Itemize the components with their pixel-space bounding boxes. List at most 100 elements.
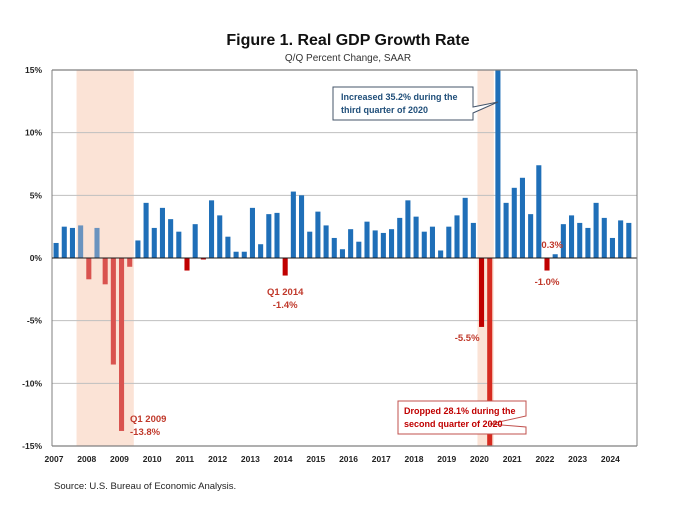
bar bbox=[266, 214, 272, 258]
callout-increase-box bbox=[332, 86, 499, 121]
bar bbox=[536, 165, 542, 258]
bar bbox=[389, 229, 395, 258]
bar bbox=[405, 200, 411, 258]
y-tick-label: -15% bbox=[22, 441, 42, 451]
bar bbox=[209, 200, 215, 258]
bar bbox=[151, 227, 157, 258]
callout-drop-text: Dropped 28.1% during the bbox=[404, 406, 516, 416]
callout-increase-text: third quarter of 2020 bbox=[341, 105, 428, 115]
bar bbox=[356, 241, 362, 258]
bar bbox=[119, 258, 125, 431]
x-tick-label: 2021 bbox=[503, 454, 522, 464]
bar bbox=[339, 249, 345, 258]
bar bbox=[364, 221, 370, 258]
bar bbox=[519, 177, 525, 258]
x-tick-label: 2014 bbox=[274, 454, 293, 464]
x-tick-label: 2018 bbox=[405, 454, 424, 464]
axes bbox=[51, 69, 638, 447]
bar bbox=[307, 231, 313, 258]
bar bbox=[438, 250, 444, 258]
bar bbox=[446, 226, 452, 258]
annotations: Q1 2009 -13.8% Q1 2014 -1.4% -5.5% -1.0% 0.3% I… bbox=[130, 86, 564, 438]
callout-increase-text: Increased 35.2% during the bbox=[341, 92, 458, 102]
bar bbox=[200, 258, 206, 260]
bar bbox=[511, 187, 517, 258]
bar bbox=[331, 237, 337, 258]
chart-title: Figure 1. Real GDP Growth Rate bbox=[226, 32, 470, 49]
bar bbox=[552, 254, 558, 258]
bar bbox=[282, 258, 288, 276]
annotation-q1-2009: -13.8% bbox=[130, 427, 161, 438]
annotation-q1-2009: Q1 2009 bbox=[130, 414, 166, 425]
bar bbox=[102, 258, 108, 285]
x-tick-label: 2023 bbox=[568, 454, 587, 464]
x-tick-label: 2007 bbox=[45, 454, 64, 464]
bar bbox=[626, 222, 632, 258]
bar bbox=[609, 237, 615, 258]
bar bbox=[454, 215, 460, 258]
bar bbox=[503, 202, 509, 258]
bar bbox=[176, 231, 182, 258]
bar bbox=[184, 258, 190, 271]
bar bbox=[495, 70, 501, 258]
bar bbox=[413, 216, 419, 258]
x-tick-label: 2024 bbox=[601, 454, 620, 464]
bar bbox=[544, 258, 550, 271]
y-tick-label: -10% bbox=[22, 378, 42, 388]
bar bbox=[429, 226, 435, 258]
bar bbox=[348, 229, 354, 258]
bar bbox=[479, 258, 485, 327]
bar bbox=[86, 258, 92, 280]
bar bbox=[290, 191, 296, 258]
bar bbox=[380, 232, 386, 258]
x-tick-label: 2020 bbox=[470, 454, 489, 464]
x-tick-label: 2012 bbox=[208, 454, 227, 464]
x-tick-label: 2011 bbox=[176, 454, 195, 464]
bar bbox=[618, 220, 624, 258]
bar bbox=[470, 222, 476, 258]
bar bbox=[372, 230, 378, 258]
bar bbox=[593, 202, 599, 258]
bar bbox=[217, 215, 223, 258]
bar bbox=[69, 227, 75, 258]
bar bbox=[192, 224, 198, 258]
x-tick-label: 2010 bbox=[143, 454, 162, 464]
bar bbox=[78, 225, 84, 258]
bar bbox=[299, 195, 305, 258]
x-tick-label: 2016 bbox=[339, 454, 358, 464]
y-tick-label: -5% bbox=[27, 316, 43, 326]
bar bbox=[61, 226, 67, 258]
bar bbox=[585, 227, 591, 258]
x-tick-label: 2022 bbox=[535, 454, 554, 464]
bar bbox=[143, 202, 149, 258]
bar bbox=[601, 217, 607, 258]
bar bbox=[159, 207, 165, 258]
bar bbox=[487, 258, 493, 446]
x-tick-label: 2008 bbox=[77, 454, 96, 464]
bar bbox=[274, 212, 280, 258]
annotation-q1-2020: -5.5% bbox=[455, 333, 480, 344]
callout-drop-text: second quarter of 2020 bbox=[404, 419, 503, 429]
x-tick-label: 2015 bbox=[306, 454, 325, 464]
annotation-q2-2022: 0.3% bbox=[541, 240, 563, 251]
x-tick-label: 2009 bbox=[110, 454, 129, 464]
x-tick-label: 2019 bbox=[437, 454, 456, 464]
bar bbox=[53, 242, 59, 258]
bar bbox=[315, 211, 321, 258]
bar bbox=[569, 215, 575, 258]
bar bbox=[560, 224, 566, 258]
x-tick-label: 2013 bbox=[241, 454, 260, 464]
bars bbox=[53, 70, 632, 446]
annotation-q1-2014: -1.4% bbox=[273, 300, 298, 311]
bar bbox=[94, 227, 100, 258]
source-note: Source: U.S. Bureau of Economic Analysis… bbox=[54, 481, 237, 492]
x-tick-labels: 2007 2008 2009 2010 2011 2012 2013 2014 2015 2016… bbox=[45, 454, 621, 464]
chart-subtitle: Q/Q Percent Change, SAAR bbox=[284, 53, 412, 64]
y-tick-labels: 15% 10% 5% 0% -5% -10% -15% bbox=[22, 65, 42, 451]
y-tick-label: 5% bbox=[30, 190, 43, 200]
bar bbox=[168, 219, 174, 258]
annotation-q1-2014: Q1 2014 bbox=[267, 287, 304, 298]
bar bbox=[110, 258, 116, 365]
bar bbox=[323, 225, 329, 258]
